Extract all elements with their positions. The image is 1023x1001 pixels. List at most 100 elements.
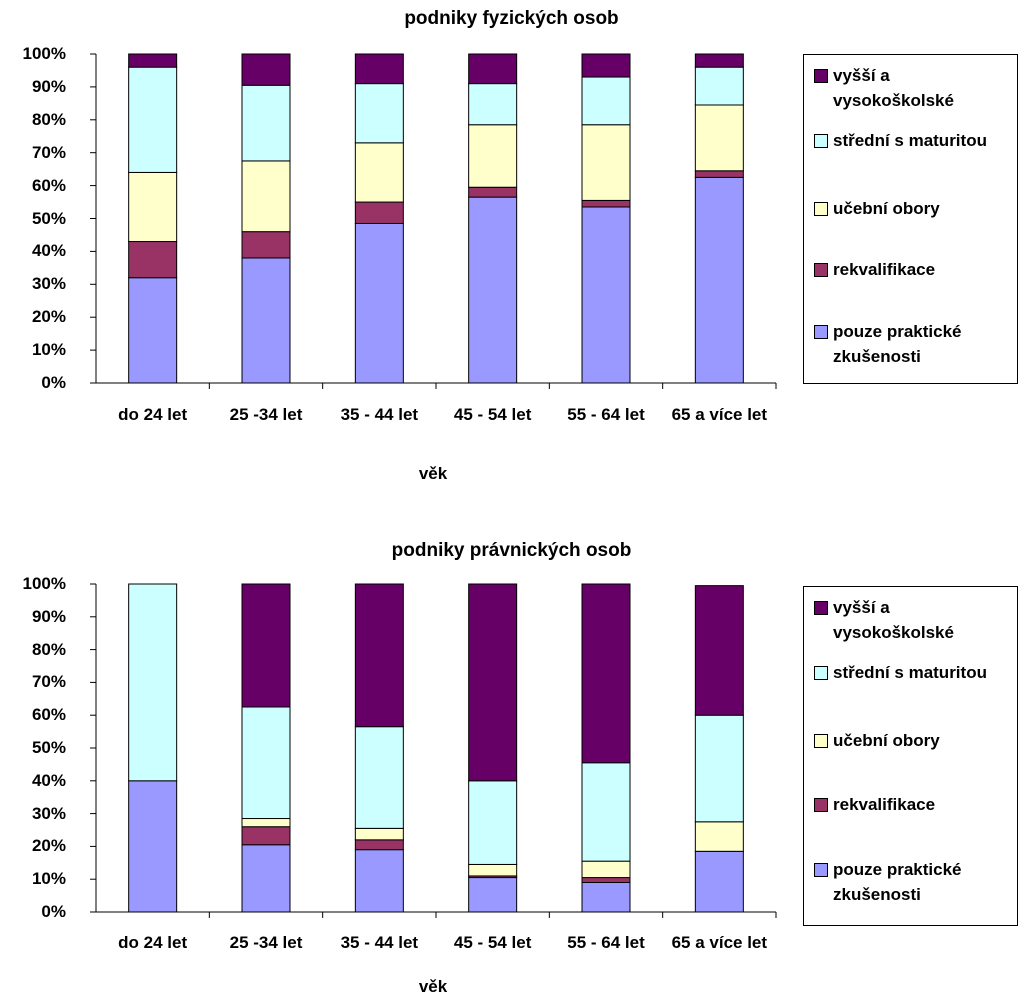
bar-segment <box>128 53 178 68</box>
y-tick-label: 70% <box>31 672 66 692</box>
legend-swatch <box>814 734 828 748</box>
bar-segment <box>241 706 291 820</box>
bar-segment <box>354 849 404 913</box>
bar-segment <box>241 231 291 259</box>
bar-segment <box>468 53 518 85</box>
bar-segment <box>468 877 518 913</box>
x-tick-label: 25 -34 let <box>229 405 303 424</box>
bar-segment <box>128 277 178 384</box>
y-tick-label: 60% <box>31 175 66 195</box>
legend-swatch <box>814 263 828 277</box>
legend-item-rekvalifikace: rekvalifikace <box>814 794 1014 817</box>
legend-swatch <box>814 601 828 615</box>
y-tick-label: 50% <box>31 208 66 228</box>
chart-pravnicke-osoby: podniky právnických osob 0% 10% 20% 30% 40% 5… <box>0 530 1023 1001</box>
bar-segment <box>241 844 291 913</box>
legend-label: vyšší a vysokoškolské <box>833 66 954 110</box>
bar-segment <box>694 66 744 106</box>
legend-swatch <box>814 134 828 148</box>
plot-area <box>90 53 777 389</box>
bar-segment <box>581 199 631 208</box>
bar-segment <box>128 780 178 913</box>
y-tick-label: 10% <box>31 869 66 889</box>
y-tick-label: 0% <box>41 373 66 392</box>
bar-segment <box>694 821 744 852</box>
bar-segment <box>694 585 744 716</box>
legend-item-pouze: pouze praktické zkušenosti <box>814 859 1014 907</box>
bar-segment <box>468 780 518 865</box>
legend-item-pouze: pouze praktické zkušenosti <box>814 321 1014 369</box>
x-tick-label: 35 - 44 let <box>340 933 419 952</box>
chart-title: podniky fyzických osob <box>404 8 619 29</box>
chart-title: podniky právnických osob <box>391 540 632 561</box>
bar-segment <box>468 196 518 384</box>
bar-segment <box>694 170 744 178</box>
legend: vyšší a vysokoškolské střední s maturito… <box>803 54 1018 384</box>
legend-label: vyšší a vysokoškolské <box>833 598 954 642</box>
legend: vyšší a vysokoškolské střední s maturito… <box>803 586 1018 926</box>
bar-segment <box>468 583 518 782</box>
bar-segment <box>694 53 744 68</box>
bar-segment <box>694 714 744 823</box>
y-tick-label: 100% <box>22 44 66 63</box>
bar-segment <box>354 839 404 851</box>
bar-segment <box>241 84 291 162</box>
y-tick-label: 90% <box>31 76 66 96</box>
bar-segment <box>468 863 518 877</box>
x-tick-label: 55 - 64 let <box>567 405 645 424</box>
legend-swatch <box>814 69 828 83</box>
x-tick-label: do 24 let <box>118 405 188 424</box>
y-tick-label: 60% <box>31 705 66 725</box>
legend-swatch <box>814 863 828 877</box>
y-tick-label: 10% <box>31 340 66 360</box>
y-tick-label: 50% <box>31 738 66 757</box>
bar-segment <box>581 53 631 78</box>
bar-segment <box>128 171 178 243</box>
legend-swatch <box>814 666 828 680</box>
bar-segment <box>694 850 744 913</box>
bar-segment <box>241 583 291 708</box>
y-tick-label: 100% <box>22 574 66 593</box>
legend-label: pouze praktické zkušenosti <box>833 860 962 904</box>
bar-segment <box>581 877 631 883</box>
bar-segment <box>468 83 518 126</box>
x-tick-label: 55 - 64 let <box>567 933 645 952</box>
chart-fyzicke-osoby: podniky fyzických osob 0% 10% 20% 30% 40% 50%… <box>0 0 1023 500</box>
x-axis-title: věk <box>418 977 448 996</box>
y-tick-label: 90% <box>31 606 66 626</box>
y-tick-label: 80% <box>31 109 66 129</box>
bar-segment <box>354 142 404 203</box>
y-tick-label: 80% <box>31 639 66 659</box>
y-tick-label: 40% <box>31 241 66 261</box>
bar-segment <box>128 66 178 173</box>
legend-item-ucebni: učební obory <box>814 198 1014 221</box>
bar-segment <box>468 124 518 188</box>
x-tick-label: 65 a více let <box>671 933 768 952</box>
bar-segment <box>581 76 631 126</box>
legend-label: učební obory <box>833 199 940 218</box>
y-tick-label: 30% <box>31 803 66 823</box>
legend-item-rekvalifikace: rekvalifikace <box>814 259 1014 282</box>
legend-label: rekvalifikace <box>833 260 936 279</box>
bar-segment <box>581 860 631 879</box>
x-tick-label: 35 - 44 let <box>340 405 419 424</box>
bar-segment <box>241 826 291 846</box>
bar-segment <box>694 104 744 172</box>
bar-segment <box>354 726 404 829</box>
bar-segment <box>241 257 291 384</box>
y-tick-label: 70% <box>31 142 66 162</box>
legend-item-ucebni: učební obory <box>814 730 1014 753</box>
bar-segment <box>128 241 178 279</box>
x-tick-label: 45 - 54 let <box>453 933 532 952</box>
x-tick-label: do 24 let <box>118 933 188 952</box>
y-tick-label: 20% <box>31 307 66 327</box>
bar-segment <box>354 83 404 144</box>
bar-segment <box>581 206 631 384</box>
bar-segment <box>241 53 291 86</box>
legend-swatch <box>814 202 828 216</box>
bar-segment <box>354 53 404 85</box>
bar-segment <box>354 827 404 841</box>
bar-segment <box>128 583 178 782</box>
x-tick-label: 65 a více let <box>671 405 768 424</box>
legend-label: učební obory <box>833 731 940 750</box>
